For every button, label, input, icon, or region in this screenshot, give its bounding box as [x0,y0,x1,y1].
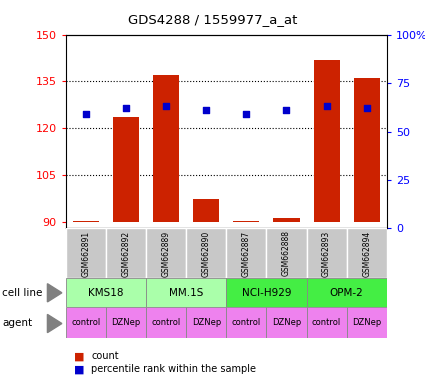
Text: DZNep: DZNep [352,318,381,327]
Point [203,107,210,113]
Point [283,107,290,113]
Bar [266,307,306,338]
Bar [226,307,266,338]
Text: OPM-2: OPM-2 [330,288,363,298]
Text: percentile rank within the sample: percentile rank within the sample [91,364,256,374]
Text: GSM662893: GSM662893 [322,230,331,276]
Bar [146,278,226,307]
Bar [306,228,347,278]
Point [323,103,330,109]
Text: agent: agent [2,318,32,328]
Bar [226,228,266,278]
Bar [266,228,306,278]
Text: control: control [152,318,181,327]
Text: GSM662889: GSM662889 [162,230,171,276]
Bar [347,307,387,338]
Text: GSM662892: GSM662892 [122,230,130,276]
Text: GSM662890: GSM662890 [202,230,211,276]
Bar [226,278,306,307]
Bar [66,307,106,338]
Bar [73,221,99,222]
Text: GSM662887: GSM662887 [242,230,251,276]
Polygon shape [48,314,62,333]
Bar [306,278,387,307]
Bar [347,228,387,278]
Text: NCI-H929: NCI-H929 [242,288,291,298]
Text: control: control [312,318,341,327]
Text: DZNep: DZNep [272,318,301,327]
Bar [146,228,186,278]
Bar [66,228,106,278]
Text: ■: ■ [74,351,85,361]
Bar [306,307,347,338]
Bar [314,60,340,222]
Bar [233,221,259,222]
Text: GSM662894: GSM662894 [362,230,371,276]
Text: KMS18: KMS18 [88,288,124,298]
Text: control: control [232,318,261,327]
Bar [106,228,146,278]
Text: DZNep: DZNep [111,318,141,327]
Bar [193,199,219,222]
Bar [186,307,226,338]
Bar [273,217,300,222]
Polygon shape [48,284,62,302]
Text: control: control [71,318,101,327]
Text: GSM662891: GSM662891 [82,230,91,276]
Point [363,105,370,111]
Bar [146,307,186,338]
Bar [66,278,146,307]
Point [82,111,89,117]
Bar [113,118,139,222]
Point [163,103,170,109]
Point [243,111,250,117]
Bar [153,75,179,222]
Bar [186,228,226,278]
Bar [354,78,380,222]
Text: GDS4288 / 1559977_a_at: GDS4288 / 1559977_a_at [128,13,297,26]
Point [123,105,130,111]
Text: cell line: cell line [2,288,42,298]
Bar [106,307,146,338]
Text: ■: ■ [74,364,85,374]
Text: DZNep: DZNep [192,318,221,327]
Text: GSM662888: GSM662888 [282,230,291,276]
Text: count: count [91,351,119,361]
Text: MM.1S: MM.1S [169,288,204,298]
